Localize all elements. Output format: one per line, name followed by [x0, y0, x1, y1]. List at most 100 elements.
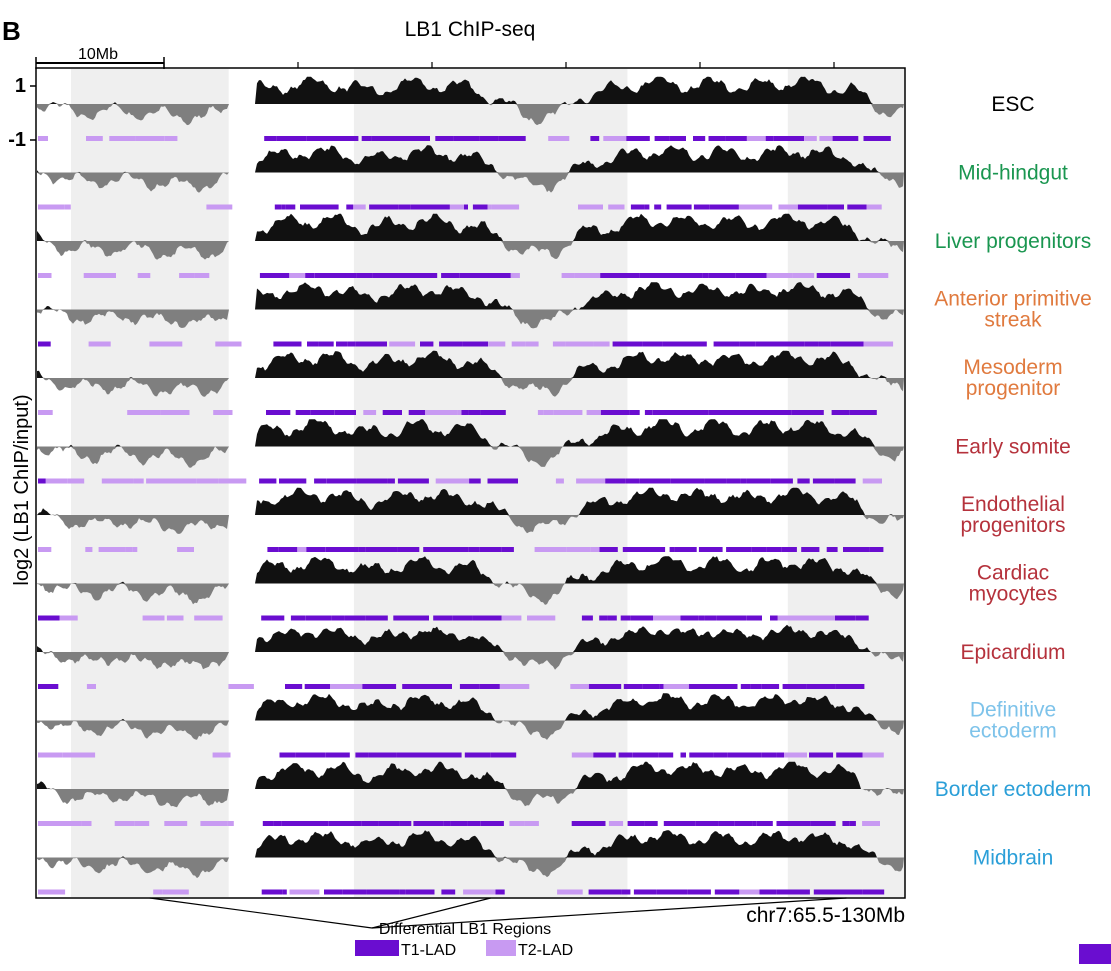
lad-segment [342, 889, 367, 895]
lad-segment [454, 752, 462, 758]
lad-segment [791, 410, 824, 415]
lad-segment [713, 341, 740, 347]
track-5 [37, 350, 904, 415]
track-8-lad-bar [38, 615, 869, 621]
lad-segment [836, 752, 863, 758]
track-label-3: Liver progenitors [935, 230, 1091, 253]
lad-segment [639, 478, 671, 484]
lad-segment [319, 478, 327, 484]
lad-segment [282, 889, 287, 895]
lad-segment [586, 410, 601, 415]
track-label-6: Early somite [955, 436, 1071, 459]
lad-segment [739, 341, 756, 347]
lad-segment [656, 889, 688, 895]
lad-segment [38, 341, 51, 347]
lad-segment [797, 478, 810, 484]
lad-segment [831, 410, 850, 415]
lad-segment [756, 821, 773, 826]
track-3-lad-bar [38, 273, 889, 278]
lad-segment [708, 136, 726, 141]
track-6 [37, 419, 904, 484]
lad-segment [425, 752, 455, 758]
scale-bar-label: 10Mb [78, 46, 118, 63]
lad-segment [576, 478, 606, 484]
lad-segment [626, 136, 642, 141]
lad-segment [653, 615, 681, 621]
lad-segment [467, 821, 481, 826]
lad-segment [804, 136, 817, 141]
track-6-positive-area [37, 419, 904, 447]
lad-segment [262, 821, 274, 826]
lad-segment [534, 547, 567, 552]
lad-segment [472, 204, 488, 210]
track-5-negative-area [37, 378, 904, 397]
track-4-negative-area [37, 309, 904, 329]
lad-segment [422, 684, 452, 689]
lad-segment [196, 478, 219, 484]
lad-segment [491, 204, 520, 210]
lad-segment [524, 821, 539, 826]
lad-segment [400, 136, 430, 141]
lad-segment [372, 273, 406, 278]
track-11 [37, 761, 904, 826]
lad-segment [622, 547, 647, 552]
lad-segment [488, 273, 511, 278]
lad-segment [862, 889, 885, 895]
lad-segment [632, 752, 659, 758]
lad-segment [355, 752, 369, 758]
ytick-top: 1 [15, 75, 26, 97]
lad-segment [603, 136, 627, 141]
lad-segment [599, 547, 618, 552]
lad-segment [869, 547, 884, 552]
lad-segment [498, 136, 526, 141]
lad-segment [833, 889, 849, 895]
lad-segment [773, 410, 792, 415]
lad-segment [658, 752, 674, 758]
lad-segment [600, 410, 630, 415]
lad-segment [501, 547, 514, 552]
lad-segment [680, 615, 699, 621]
lad-segment [555, 478, 564, 484]
lad-segment [463, 889, 496, 895]
track-label-11: Border ectoderm [935, 778, 1091, 801]
track-5-positive-area [37, 350, 904, 378]
legend-label-t1: T1-LAD [401, 942, 456, 959]
lad-segment [480, 410, 506, 415]
lad-segment [314, 273, 346, 278]
lad-segment [443, 821, 451, 826]
lad-segment [336, 341, 348, 347]
lad-segment [625, 478, 640, 484]
lad-segment [718, 821, 735, 826]
lad-segment [405, 889, 435, 895]
lad-segment [727, 752, 762, 758]
lad-segment [557, 889, 583, 895]
lad-segment [297, 547, 307, 552]
lad-segment [279, 478, 307, 484]
lad-segment [801, 547, 820, 552]
lad-segment [669, 410, 694, 415]
lad-segment [750, 684, 762, 689]
lad-segment [752, 821, 757, 826]
lad-segment [693, 410, 709, 415]
lad-segment [402, 684, 423, 689]
lad-segment [399, 821, 412, 826]
lad-segment [827, 204, 844, 210]
lad-segment [427, 204, 450, 210]
lad-segment [213, 410, 233, 415]
lad-segment [776, 821, 811, 826]
lad-segment [164, 136, 178, 141]
lad-segment [64, 204, 71, 210]
lad-segment [830, 341, 864, 347]
lad-segment [622, 889, 631, 895]
lad-segment [746, 615, 762, 621]
lad-segment [347, 341, 356, 347]
lad-segment [279, 752, 296, 758]
lad-segment [194, 273, 210, 278]
track-8-negative-area [37, 583, 904, 605]
lad-segment [716, 615, 747, 621]
lad-segment [164, 821, 188, 826]
lad-segment [776, 752, 784, 758]
track-9-positive-area [37, 624, 904, 652]
lad-segment [842, 821, 850, 826]
lad-segment [832, 136, 859, 141]
